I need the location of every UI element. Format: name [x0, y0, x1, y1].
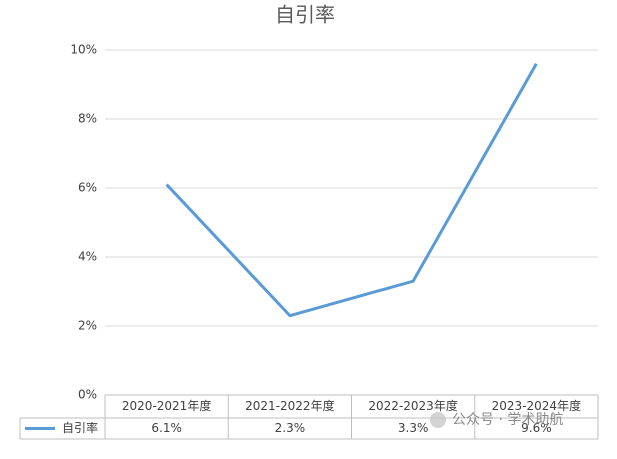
- chart-title: 自引率: [275, 3, 335, 27]
- table-value: 3.3%: [398, 421, 429, 435]
- y-tick-label: 6%: [78, 181, 97, 195]
- x-tick-label: 2021-2022年度: [245, 398, 334, 413]
- x-tick-label: 2020-2021年度: [122, 398, 211, 413]
- table-value: 9.6%: [521, 421, 552, 435]
- legend-label: 自引率: [62, 420, 98, 435]
- y-tick-label: 10%: [70, 43, 97, 57]
- line: [165, 63, 538, 318]
- y-tick-label: 4%: [78, 250, 97, 264]
- table-value: 2.3%: [275, 421, 306, 435]
- watermark-icon: [430, 412, 446, 428]
- y-tick-label: 2%: [78, 319, 97, 333]
- watermark: 公众号 · 学术助航: [452, 412, 563, 428]
- table-value: 6.1%: [151, 421, 182, 435]
- y-tick-label: 8%: [78, 112, 97, 126]
- x-tick-label: 2022-2023年度: [368, 398, 457, 413]
- x-tick-label: 2023-2024年度: [492, 398, 581, 413]
- y-tick-label: 0%: [78, 388, 97, 402]
